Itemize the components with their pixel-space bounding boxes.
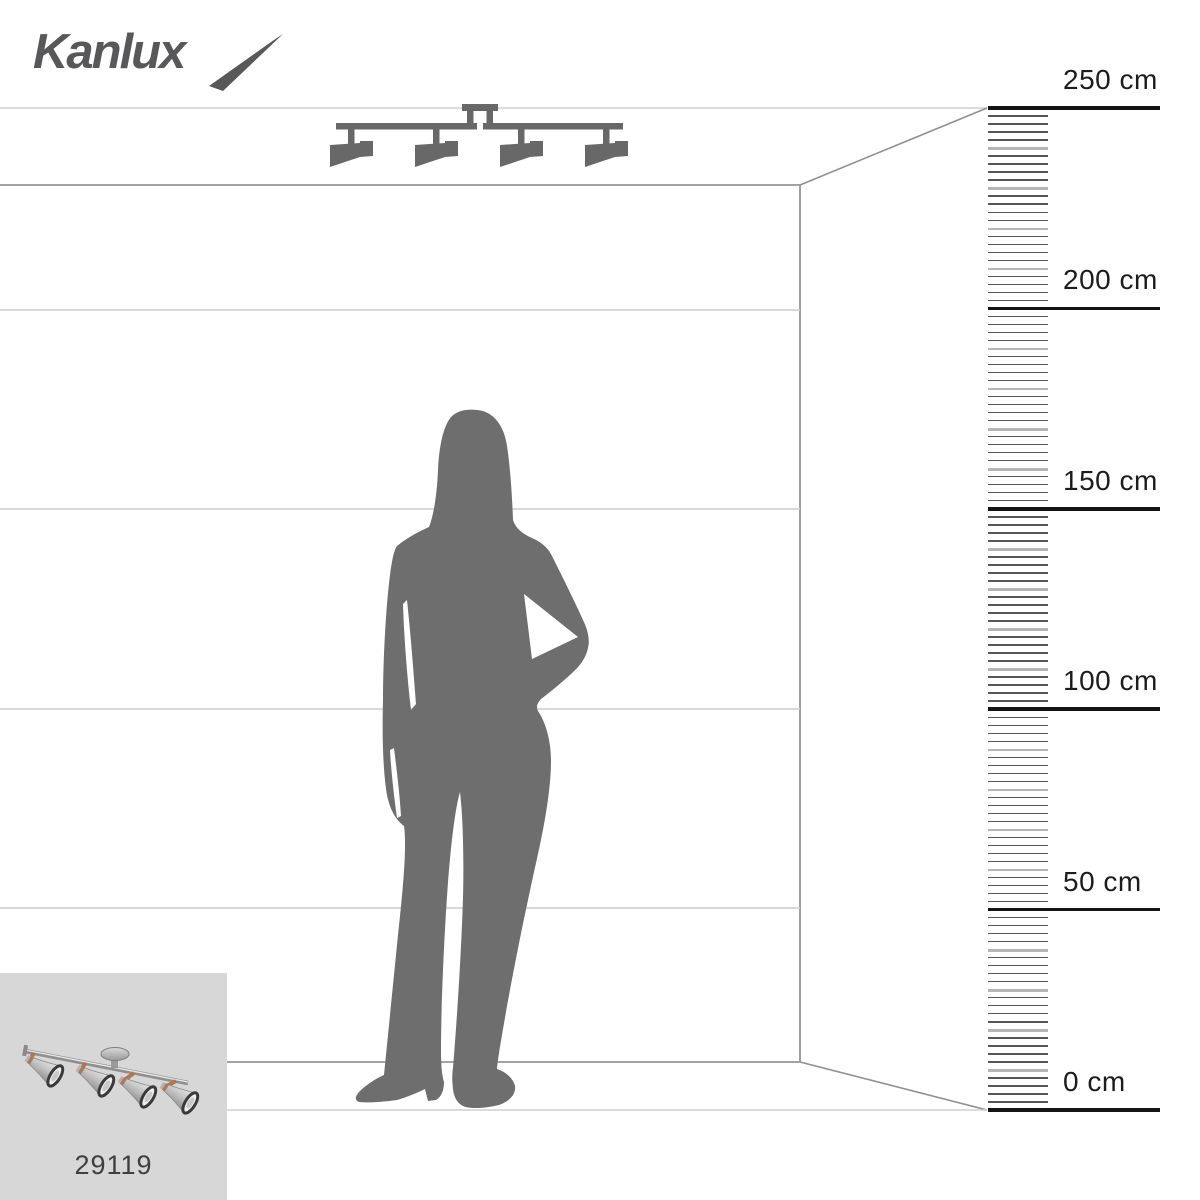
thumb-mount-stem [111, 1057, 118, 1068]
fixture-spot-head [500, 141, 543, 167]
fixture-stem [603, 129, 610, 144]
fixture-bar-left [336, 123, 477, 130]
fixture-mount-leg [486, 110, 493, 124]
ceiling-diagonal-line [799, 107, 988, 186]
fixture-stem [348, 129, 355, 144]
thumb-spot-head [75, 1064, 116, 1098]
fixture-stem [518, 129, 525, 144]
thumb-spot-head [159, 1081, 200, 1115]
fixture-spot-head [330, 141, 373, 167]
thumb-spot-head [117, 1075, 158, 1109]
product-code: 29119 [74, 1150, 153, 1180]
fixture-silhouette [330, 104, 628, 167]
fixture-bar-right [483, 123, 623, 130]
product-thumbnail-image [22, 1044, 200, 1115]
product-thumbnail [0, 973, 227, 1200]
fixture-spot-head [585, 141, 628, 167]
thumb-mount-disc [100, 1047, 130, 1061]
fixture-mount-plate [462, 104, 498, 111]
thumb-bar [24, 1048, 189, 1086]
floor-diagonal-line [799, 1061, 988, 1111]
kanlux-logo-swoosh [209, 34, 283, 91]
thumb-bar-highlight [24, 1049, 189, 1083]
kanlux-logo: Kanlux [33, 22, 293, 92]
thumb-bar-endcap [22, 1044, 29, 1057]
fixture-spot-head [415, 141, 458, 167]
woman-silhouette [355, 409, 589, 1109]
kanlux-logo-text: Kanlux [33, 25, 186, 79]
fixture-mount-leg [467, 110, 474, 124]
thumb-spot-head [24, 1054, 65, 1088]
fixture-stem [433, 129, 440, 144]
